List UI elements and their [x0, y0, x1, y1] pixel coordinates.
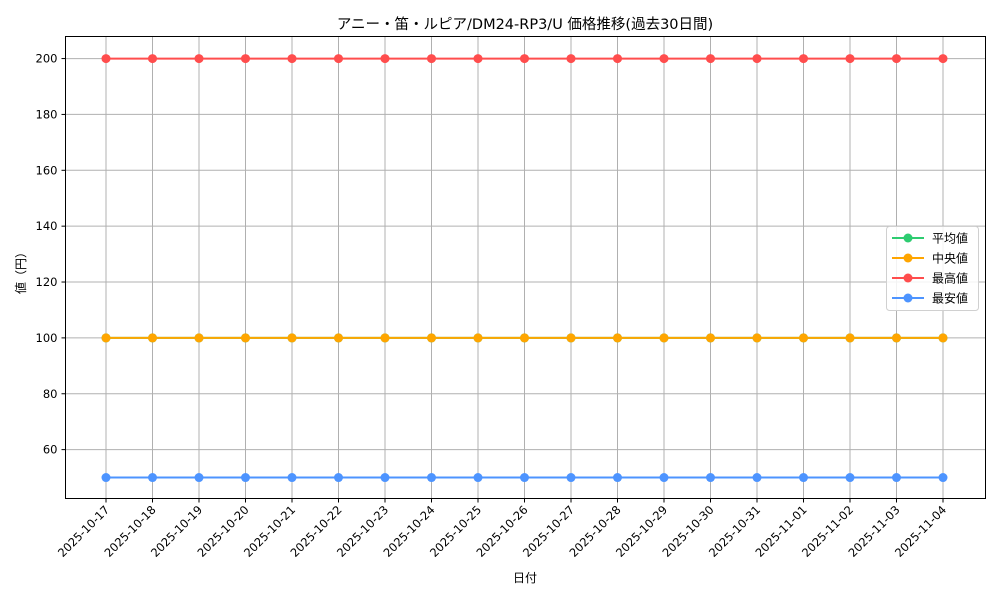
data-point — [241, 473, 250, 483]
legend-marker-icon — [903, 253, 913, 263]
series-layer — [101, 54, 948, 483]
legend-marker-icon — [903, 293, 913, 303]
data-point — [752, 54, 762, 64]
legend-label: 平均値 — [932, 231, 968, 246]
data-point — [892, 333, 901, 343]
y-axis-ticks: 60 80 100 120 140 160 180 200 — [36, 52, 66, 457]
data-point — [241, 333, 250, 343]
legend-label: 中央値 — [932, 251, 968, 266]
legend-item: 中央値 — [892, 251, 968, 266]
data-point — [566, 333, 576, 343]
data-point — [334, 473, 343, 483]
y-tick-label: 140 — [36, 219, 58, 233]
legend-label: 最高値 — [932, 271, 968, 286]
legend-item: 平均値 — [892, 231, 968, 246]
data-point — [473, 333, 483, 343]
data-point — [427, 473, 436, 483]
data-point — [659, 473, 669, 483]
data-point — [287, 54, 297, 64]
data-point — [287, 473, 297, 483]
data-point — [613, 473, 622, 483]
data-point — [241, 54, 250, 64]
series-最安値 — [101, 473, 948, 483]
data-point — [148, 473, 157, 483]
data-point — [334, 333, 343, 343]
legend-item: 最安値 — [892, 291, 968, 306]
legend-label: 最安値 — [932, 291, 968, 306]
data-point — [520, 54, 529, 64]
data-point — [799, 473, 808, 483]
data-point — [892, 473, 901, 483]
data-point — [101, 54, 111, 64]
data-point — [334, 54, 343, 64]
y-tick-label: 60 — [43, 443, 58, 457]
data-point — [148, 54, 157, 64]
data-point — [566, 54, 576, 64]
x-axis-ticks: 2025-10-172025-10-182025-10-192025-10-20… — [55, 498, 949, 560]
data-point — [845, 473, 855, 483]
data-point — [380, 333, 390, 343]
data-point — [194, 473, 204, 483]
plot-frame — [65, 36, 986, 499]
data-point — [613, 54, 622, 64]
data-point — [473, 473, 483, 483]
data-point — [613, 333, 622, 343]
data-point — [799, 54, 808, 64]
data-point — [473, 54, 483, 64]
data-point — [520, 473, 529, 483]
data-point — [566, 473, 576, 483]
data-point — [706, 333, 715, 343]
y-tick-label: 100 — [36, 331, 58, 345]
data-point — [845, 54, 855, 64]
data-point — [194, 54, 204, 64]
series-最高値 — [101, 54, 948, 64]
data-point — [427, 54, 436, 64]
y-tick-label: 180 — [36, 107, 58, 121]
y-tick-label: 80 — [43, 387, 58, 401]
data-point — [101, 473, 111, 483]
data-point — [752, 473, 762, 483]
data-point — [520, 333, 529, 343]
data-point — [148, 333, 157, 343]
data-point — [799, 333, 808, 343]
y-tick-label: 160 — [36, 163, 58, 177]
grid-lines — [65, 36, 986, 499]
data-point — [938, 473, 948, 483]
legend-marker-icon — [903, 273, 913, 283]
data-point — [659, 333, 669, 343]
data-point — [380, 473, 390, 483]
data-point — [938, 54, 948, 64]
y-tick-label: 120 — [36, 275, 58, 289]
y-tick-label: 200 — [36, 52, 58, 66]
data-point — [194, 333, 204, 343]
data-point — [706, 54, 715, 64]
data-point — [845, 333, 855, 343]
data-point — [752, 333, 762, 343]
legend-item: 最高値 — [892, 271, 968, 286]
data-point — [659, 54, 669, 64]
x-axis-label: 日付 — [513, 571, 537, 585]
data-point — [892, 54, 901, 64]
chart-title: アニー・笛・ルピア/DM24-RP3/U 価格推移(過去30日間) — [337, 16, 713, 33]
legend-marker-icon — [903, 233, 913, 243]
series-中央値 — [101, 333, 948, 343]
data-point — [427, 333, 436, 343]
data-point — [101, 333, 111, 343]
data-point — [287, 333, 297, 343]
data-point — [380, 54, 390, 64]
data-point — [938, 333, 948, 343]
y-axis-label: 値（円） — [13, 246, 28, 294]
legend-box — [886, 226, 979, 311]
data-point — [706, 473, 715, 483]
